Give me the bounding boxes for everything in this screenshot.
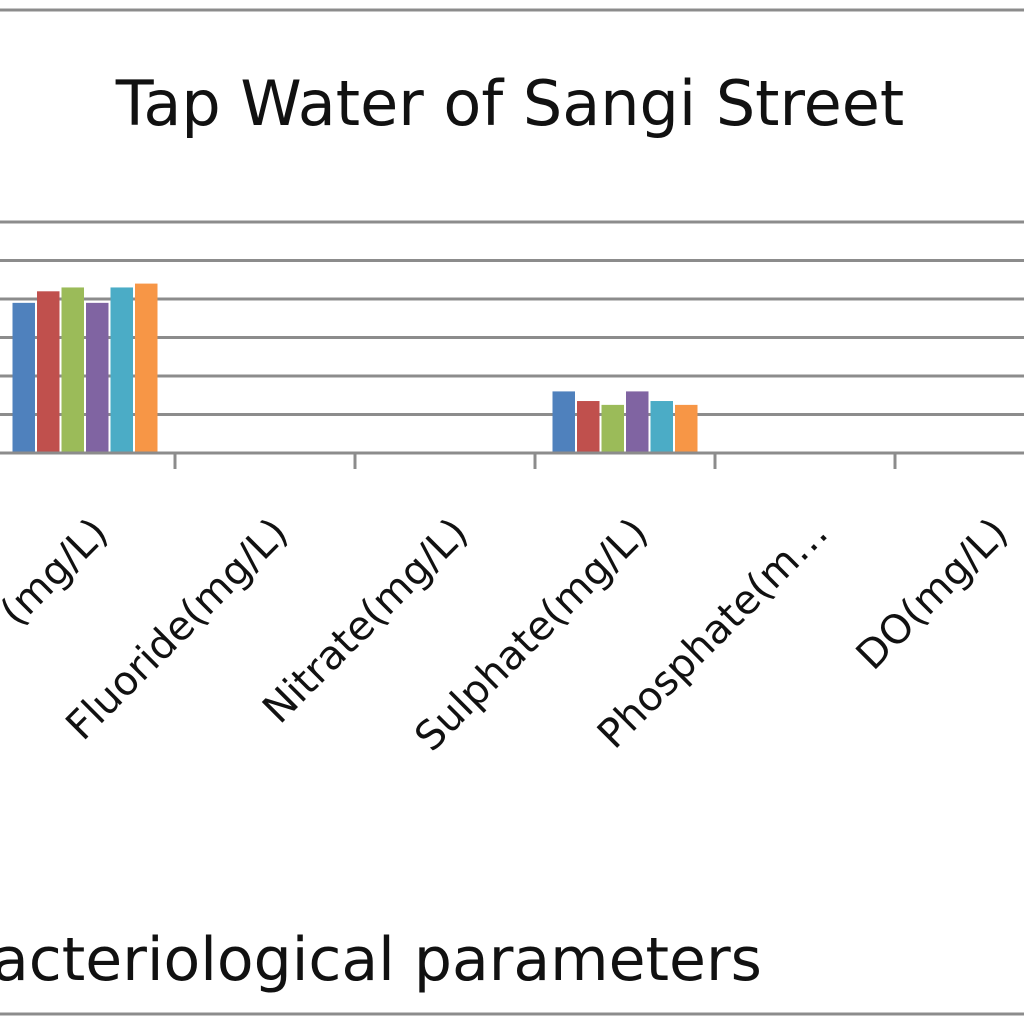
bar xyxy=(577,401,600,453)
bar xyxy=(675,404,698,453)
chart-title: Tap Water of Sangi Street xyxy=(115,67,904,140)
bar xyxy=(552,391,575,453)
gridlines xyxy=(0,220,1024,416)
bar xyxy=(12,302,35,453)
bar xyxy=(61,287,84,453)
bar xyxy=(135,283,158,453)
x-axis-title: acteriological parameters xyxy=(0,925,762,995)
bar xyxy=(110,287,133,453)
x-tick-marks xyxy=(173,453,897,469)
bar xyxy=(650,401,673,453)
x-tick-label: DO(mg/L) xyxy=(848,510,1017,679)
x-tick-labels: (mg/L)Fluoride(mg/L)Nitrate(mg/L)Sulphat… xyxy=(0,510,1017,761)
x-tick-label: (mg/L) xyxy=(0,510,117,635)
bars xyxy=(12,283,698,453)
bar xyxy=(37,291,60,453)
bar xyxy=(86,302,109,453)
chart-frame xyxy=(0,8,1024,1016)
bar xyxy=(626,391,649,453)
bar xyxy=(601,404,624,453)
